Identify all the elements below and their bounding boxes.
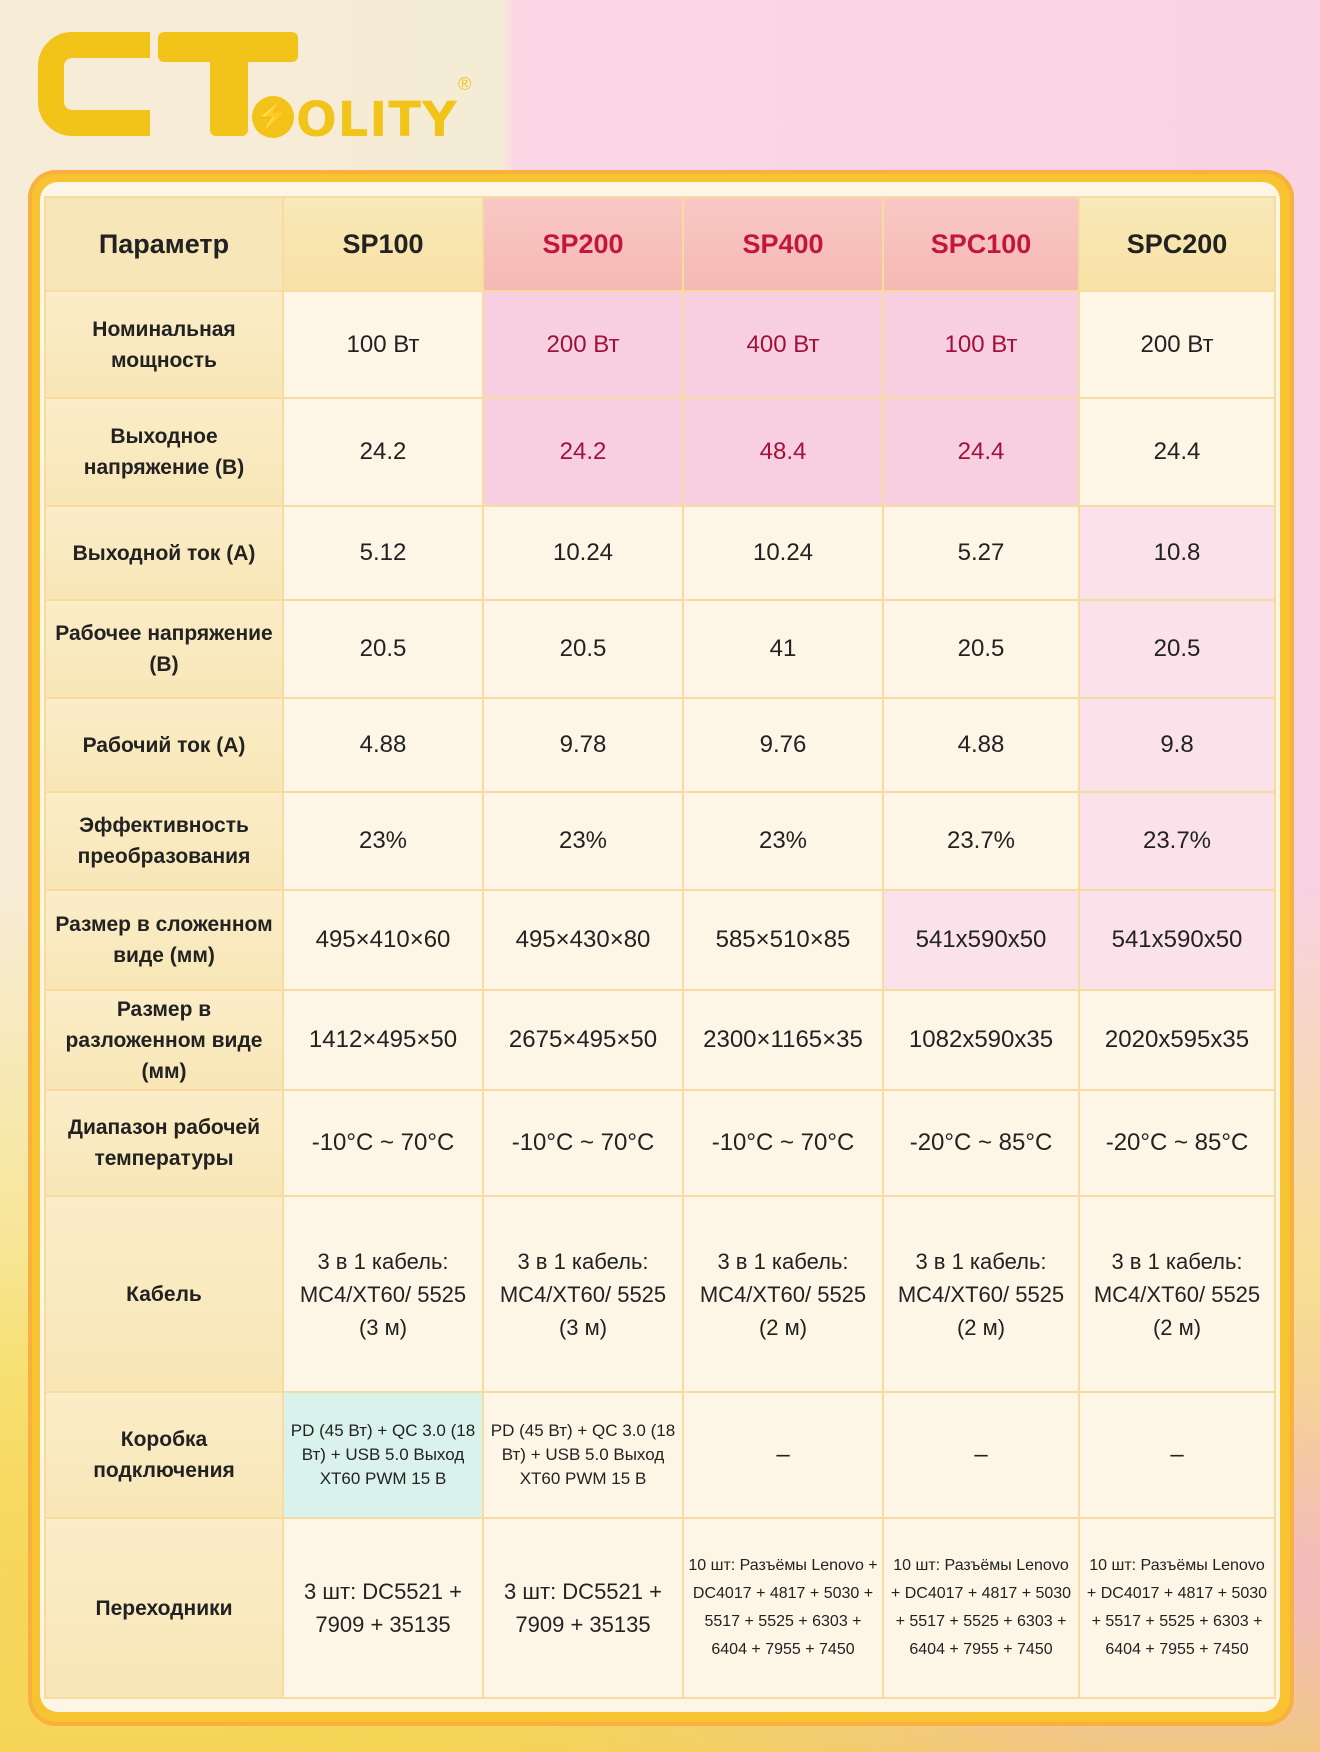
row-param: Рабочее напряжение (В): [44, 599, 284, 699]
table-cell: PD (45 Вт) + QC 3.0 (18 Вт) + USB 5.0 Вы…: [282, 1391, 484, 1519]
table-row: Размер в разложенном виде (мм) 1412×495×…: [44, 989, 1276, 1091]
table-cell: -10°C ~ 70°C: [282, 1089, 484, 1197]
header-sp400: SP400: [682, 196, 884, 292]
lightning-icon: ⚡: [252, 96, 294, 138]
table-cell: 2300×1165×35: [682, 989, 884, 1091]
table-cell: 200 Вт: [1078, 290, 1276, 399]
brand-logo: ⚡ OLITY ®: [38, 28, 471, 148]
table-row: Рабочее напряжение (В) 20.5 20.5 41 20.5…: [44, 599, 1276, 699]
row-param: Выходное напряжение (В): [44, 397, 284, 507]
table-cell: 4.88: [882, 697, 1080, 793]
table-cell: -10°C ~ 70°C: [482, 1089, 684, 1197]
table-cell: 24.4: [882, 397, 1080, 507]
table-cell: 5.12: [282, 505, 484, 601]
table-cell: 23%: [482, 791, 684, 891]
header-spc200: SPC200: [1078, 196, 1276, 292]
table-cell: -10°C ~ 70°C: [682, 1089, 884, 1197]
header-sp100: SP100: [282, 196, 484, 292]
table-cell: 23%: [682, 791, 884, 891]
row-param: Диапазон рабочей температуры: [44, 1089, 284, 1197]
table-cell: 23.7%: [882, 791, 1080, 891]
table-cell: 20.5: [482, 599, 684, 699]
row-param: Кабель: [44, 1195, 284, 1393]
table-row: Кабель 3 в 1 кабель: MC4/XT60/ 5525 (3 м…: [44, 1195, 1276, 1393]
table-cell: 10 шт: Разъёмы Lenovo + DC4017 + 4817 + …: [1078, 1517, 1276, 1699]
table-cell: 10 шт: Разъёмы Lenovo + DC4017 + 4817 + …: [882, 1517, 1080, 1699]
table-cell: 23.7%: [1078, 791, 1276, 891]
table-cell: 2020x595x35: [1078, 989, 1276, 1091]
table-row: Эффективность преобразования 23% 23% 23%…: [44, 791, 1276, 891]
table-cell: 9.78: [482, 697, 684, 793]
row-param: Переходники: [44, 1517, 284, 1699]
table-cell: –: [682, 1391, 884, 1519]
table-row: Номинальная мощность 100 Вт 200 Вт 400 В…: [44, 290, 1276, 399]
table-cell: –: [1078, 1391, 1276, 1519]
table-cell: 100 Вт: [282, 290, 484, 399]
table-cell: 495×430×80: [482, 889, 684, 991]
table-cell: 10.24: [682, 505, 884, 601]
table-cell: 20.5: [1078, 599, 1276, 699]
table-cell: -20°C ~ 85°C: [882, 1089, 1080, 1197]
table-cell: 1082x590x35: [882, 989, 1080, 1091]
table-cell: 41: [682, 599, 884, 699]
table-row: Выходное напряжение (В) 24.2 24.2 48.4 2…: [44, 397, 1276, 507]
row-param: Рабочий ток (А): [44, 697, 284, 793]
registered-mark: ®: [458, 74, 472, 94]
logo-t-stem: [210, 32, 248, 136]
row-param: Коробка подключения: [44, 1391, 284, 1519]
table-cell: 541x590x50: [1078, 889, 1276, 991]
table-cell: 10 шт: Разъёмы Lenovo + DC4017 + 4817 + …: [682, 1517, 884, 1699]
table-cell: 3 в 1 кабель: MC4/XT60/ 5525 (2 м): [882, 1195, 1080, 1393]
table-cell: 23%: [282, 791, 484, 891]
table-cell: 1412×495×50: [282, 989, 484, 1091]
table-row: Рабочий ток (А) 4.88 9.78 9.76 4.88 9.8: [44, 697, 1276, 793]
table-cell: 20.5: [282, 599, 484, 699]
table-cell: PD (45 Вт) + QC 3.0 (18 Вт) + USB 5.0 Вы…: [482, 1391, 684, 1519]
logo-c-mark: [38, 32, 150, 136]
table-cell: 10.8: [1078, 505, 1276, 601]
table-cell: 48.4: [682, 397, 884, 507]
table-cell: 24.4: [1078, 397, 1276, 507]
logo-text: OLITY: [296, 92, 458, 148]
table-cell: 9.8: [1078, 697, 1276, 793]
table-cell: 400 Вт: [682, 290, 884, 399]
spec-table: Параметр SP100 SP200 SP400 SPC100 SPC200…: [44, 196, 1276, 1699]
table-cell: 3 в 1 кабель: MC4/XT60/ 5525 (2 м): [1078, 1195, 1276, 1393]
table-cell: 9.76: [682, 697, 884, 793]
table-cell: 585×510×85: [682, 889, 884, 991]
table-row: Переходники 3 шт: DC5521 + 7909 + 35135 …: [44, 1517, 1276, 1699]
table-cell: 200 Вт: [482, 290, 684, 399]
table-cell: 541x590x50: [882, 889, 1080, 991]
row-param: Эффективность преобразования: [44, 791, 284, 891]
table-cell: 3 в 1 кабель: MC4/XT60/ 5525 (3 м): [282, 1195, 484, 1393]
header-row: Параметр SP100 SP200 SP400 SPC100 SPC200: [44, 196, 1276, 292]
table-row: Размер в сложенном виде (мм) 495×410×60 …: [44, 889, 1276, 991]
header-param: Параметр: [44, 196, 284, 292]
table-cell: -20°C ~ 85°C: [1078, 1089, 1276, 1197]
table-row: Диапазон рабочей температуры -10°C ~ 70°…: [44, 1089, 1276, 1197]
table-cell: 3 в 1 кабель: MC4/XT60/ 5525 (2 м): [682, 1195, 884, 1393]
table-cell: 4.88: [282, 697, 484, 793]
table-row: Выходной ток (А) 5.12 10.24 10.24 5.27 1…: [44, 505, 1276, 601]
table-cell: –: [882, 1391, 1080, 1519]
row-param: Выходной ток (А): [44, 505, 284, 601]
table-cell: 3 в 1 кабель: MC4/XT60/ 5525 (3 м): [482, 1195, 684, 1393]
table-cell: 3 шт: DC5521 + 7909 + 35135: [282, 1517, 484, 1699]
table-cell: 10.24: [482, 505, 684, 601]
table-cell: 100 Вт: [882, 290, 1080, 399]
table-row: Коробка подключения PD (45 Вт) + QC 3.0 …: [44, 1391, 1276, 1519]
table-cell: 20.5: [882, 599, 1080, 699]
header-sp200: SP200: [482, 196, 684, 292]
table-cell: 2675×495×50: [482, 989, 684, 1091]
row-param: Размер в сложенном виде (мм): [44, 889, 284, 991]
table-cell: 24.2: [282, 397, 484, 507]
table-cell: 3 шт: DC5521 + 7909 + 35135: [482, 1517, 684, 1699]
table-cell: 495×410×60: [282, 889, 484, 991]
row-param: Номинальная мощность: [44, 290, 284, 399]
table-cell: 24.2: [482, 397, 684, 507]
header-spc100: SPC100: [882, 196, 1080, 292]
table-cell: 5.27: [882, 505, 1080, 601]
row-param: Размер в разложенном виде (мм): [44, 989, 284, 1091]
